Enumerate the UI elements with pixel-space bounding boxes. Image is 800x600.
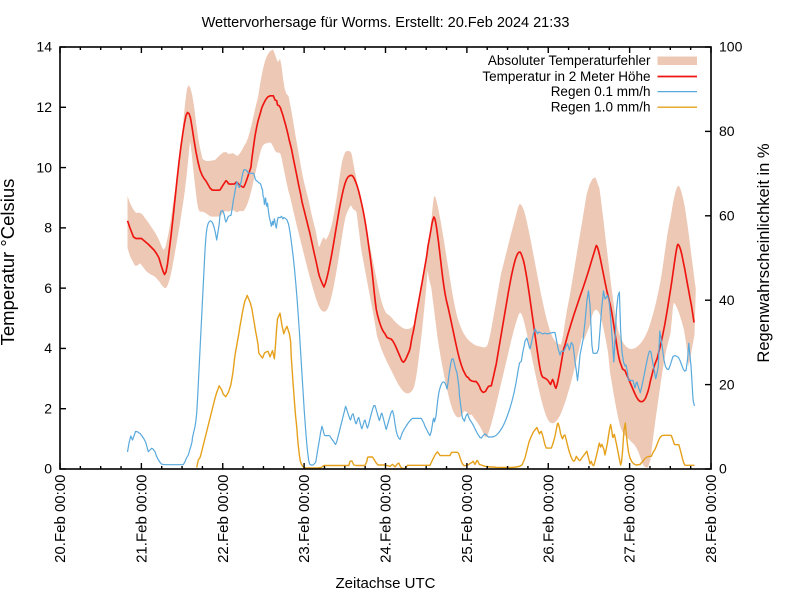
svg-text:0: 0	[44, 461, 52, 477]
svg-text:4: 4	[44, 340, 52, 356]
svg-text:26.Feb 00:00: 26.Feb 00:00	[540, 475, 557, 563]
svg-text:2: 2	[44, 400, 52, 416]
svg-text:12: 12	[36, 99, 52, 115]
svg-text:100: 100	[719, 39, 743, 55]
svg-text:40: 40	[719, 292, 735, 308]
svg-text:20.Feb 00:00: 20.Feb 00:00	[52, 475, 69, 563]
svg-text:Regen 1.0 mm/h: Regen 1.0 mm/h	[551, 100, 651, 115]
svg-text:Regenwahrscheinlichkeit in %: Regenwahrscheinlichkeit in %	[755, 143, 773, 363]
svg-text:Temperatur °Celsius: Temperatur °Celsius	[0, 179, 18, 346]
svg-text:0: 0	[719, 461, 727, 477]
svg-text:6: 6	[44, 280, 52, 296]
svg-text:Regen 0.1 mm/h: Regen 0.1 mm/h	[551, 84, 651, 99]
svg-text:Temperatur in 2 Meter Höhe: Temperatur in 2 Meter Höhe	[482, 69, 650, 84]
svg-text:80: 80	[719, 123, 735, 139]
svg-text:27.Feb 00:00: 27.Feb 00:00	[622, 475, 639, 563]
svg-text:Absoluter Temperaturfehler: Absoluter Temperaturfehler	[488, 53, 651, 68]
svg-text:8: 8	[44, 220, 52, 236]
svg-text:60: 60	[719, 208, 735, 224]
svg-text:21.Feb 00:00: 21.Feb 00:00	[133, 475, 150, 563]
svg-text:Wettervorhersage für Worms. Er: Wettervorhersage für Worms. Erstellt: 20…	[202, 15, 570, 31]
svg-text:28.Feb 00:00: 28.Feb 00:00	[703, 475, 720, 563]
svg-text:25.Feb 00:00: 25.Feb 00:00	[459, 475, 476, 563]
svg-text:22.Feb 00:00: 22.Feb 00:00	[215, 475, 232, 563]
svg-text:23.Feb 00:00: 23.Feb 00:00	[296, 475, 313, 563]
svg-text:Zeitachse UTC: Zeitachse UTC	[335, 575, 435, 592]
svg-text:10: 10	[36, 159, 52, 175]
svg-text:24.Feb 00:00: 24.Feb 00:00	[378, 475, 395, 563]
svg-text:14: 14	[36, 39, 52, 55]
svg-text:20: 20	[719, 376, 735, 392]
